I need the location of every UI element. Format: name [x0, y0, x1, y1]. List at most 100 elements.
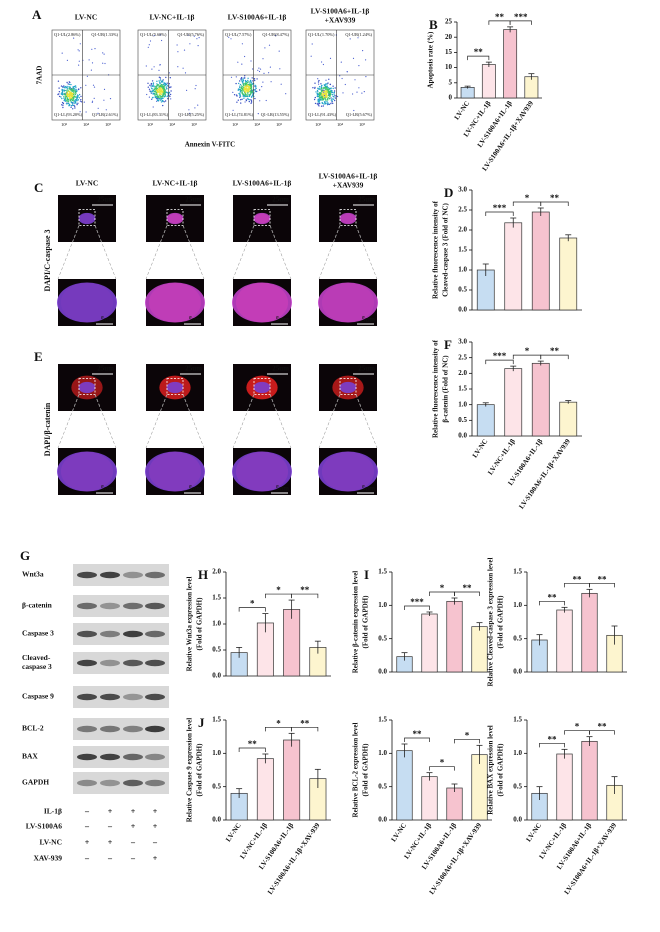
- condition-sign: +: [153, 822, 158, 831]
- flow-event: [62, 106, 64, 109]
- condition-sign: +: [108, 807, 113, 816]
- bar: [446, 600, 463, 673]
- flow-event: [239, 94, 241, 96]
- flow-event: [64, 98, 67, 100]
- flow-event: [331, 98, 333, 100]
- flow-event: [162, 100, 164, 102]
- flow-event: [78, 60, 80, 62]
- flow-event: [243, 77, 245, 79]
- significance-label: **: [550, 193, 560, 203]
- flow-event: [189, 112, 191, 114]
- flow-event: [318, 96, 320, 98]
- zoom-box: [253, 209, 271, 226]
- flow-event: [68, 81, 71, 83]
- flow-event: [241, 91, 243, 93]
- flow-event: [73, 85, 76, 88]
- flow-event: [62, 102, 65, 105]
- y-tick-label: 3.0: [458, 338, 467, 346]
- nucleus: [232, 282, 292, 323]
- flow-event: [334, 97, 337, 99]
- flow-event: [67, 83, 69, 85]
- flow-event: [153, 66, 155, 68]
- blot-strip: [73, 623, 169, 645]
- nucleus: [253, 212, 271, 225]
- flow-event: [65, 103, 68, 105]
- quadrant-label: Q1-LR(5.25%): [178, 112, 205, 117]
- zoom-guide: [269, 225, 292, 280]
- flow-event: [158, 76, 161, 79]
- scale-label: 25um: [97, 365, 114, 373]
- flow-event: [264, 47, 266, 49]
- flow-event: [63, 99, 66, 101]
- blot-band: [123, 602, 143, 610]
- flow-event: [320, 83, 322, 85]
- zoom-guide: [318, 394, 341, 449]
- flow-axis-tick: 10³: [61, 122, 68, 127]
- flow-event: [80, 99, 82, 101]
- blot-band: [77, 571, 97, 579]
- column-title: +XAV939: [333, 181, 364, 190]
- flow-event: [151, 97, 154, 99]
- flow-event: [251, 91, 254, 93]
- flow-event: [156, 88, 158, 90]
- flow-event: [151, 87, 153, 90]
- blot-band: [100, 571, 120, 579]
- flow-event: [62, 104, 64, 107]
- flow-event: [70, 106, 72, 109]
- bar: [481, 64, 496, 99]
- flow-event: [320, 92, 322, 95]
- flow-axis-tick: 10⁵: [191, 122, 198, 127]
- y-tick-label: 0.0: [378, 668, 387, 676]
- flow-event: [316, 94, 319, 96]
- y-axis-label: (Fold of GAPDH): [497, 595, 505, 649]
- flow-event: [239, 87, 241, 89]
- flow-event: [65, 95, 68, 98]
- protein-label: Cleaved-: [22, 653, 51, 662]
- flow-event: [157, 97, 159, 100]
- flow-event: [331, 90, 333, 92]
- zoom-guide: [182, 394, 205, 449]
- flow-event: [61, 91, 64, 93]
- flow-event: [80, 101, 83, 103]
- flow-event: [66, 89, 69, 91]
- flow-event: [164, 100, 167, 102]
- blot-band: [145, 659, 165, 667]
- flow-event: [170, 98, 172, 100]
- flow-event: [239, 85, 241, 87]
- flow-event: [80, 95, 82, 98]
- scale-label: 25um: [272, 365, 289, 373]
- flow-event: [323, 95, 326, 97]
- blot-band: [100, 779, 120, 787]
- flow-event: [245, 80, 247, 83]
- flow-event: [240, 77, 243, 79]
- flow-title: LV-NC+IL-1β: [150, 13, 195, 22]
- significance-label: **: [548, 592, 558, 602]
- flow-event: [323, 89, 325, 91]
- y-tick-label: 1.5: [513, 568, 522, 576]
- zoom-box: [339, 378, 357, 395]
- flow-event: [269, 66, 271, 68]
- bar: [283, 739, 301, 821]
- protein-label: Caspase 3: [22, 629, 54, 638]
- flow-event: [57, 80, 60, 82]
- flow-event: [340, 61, 342, 63]
- flow-event: [91, 100, 94, 102]
- flow-event: [242, 79, 245, 82]
- flow-event: [72, 108, 74, 110]
- flow-event: [321, 95, 323, 97]
- quadrant-label: Q1-UR(1.33%): [91, 32, 118, 37]
- blot-band: [77, 659, 97, 667]
- flow-event: [78, 93, 81, 96]
- flow-event: [330, 88, 332, 90]
- flow-title: LV-S100A6+IL-1β: [311, 7, 370, 16]
- scale-label: 5um: [101, 485, 114, 493]
- error-bar: [485, 61, 492, 67]
- flow-event: [63, 87, 66, 89]
- condition-sign: +: [153, 807, 158, 816]
- protein-label: BAX: [22, 752, 38, 761]
- flow-event: [61, 86, 64, 88]
- flow-event: [79, 111, 81, 113]
- significance-label: **: [550, 346, 560, 356]
- flow-event: [318, 88, 320, 91]
- flow-event: [103, 99, 105, 101]
